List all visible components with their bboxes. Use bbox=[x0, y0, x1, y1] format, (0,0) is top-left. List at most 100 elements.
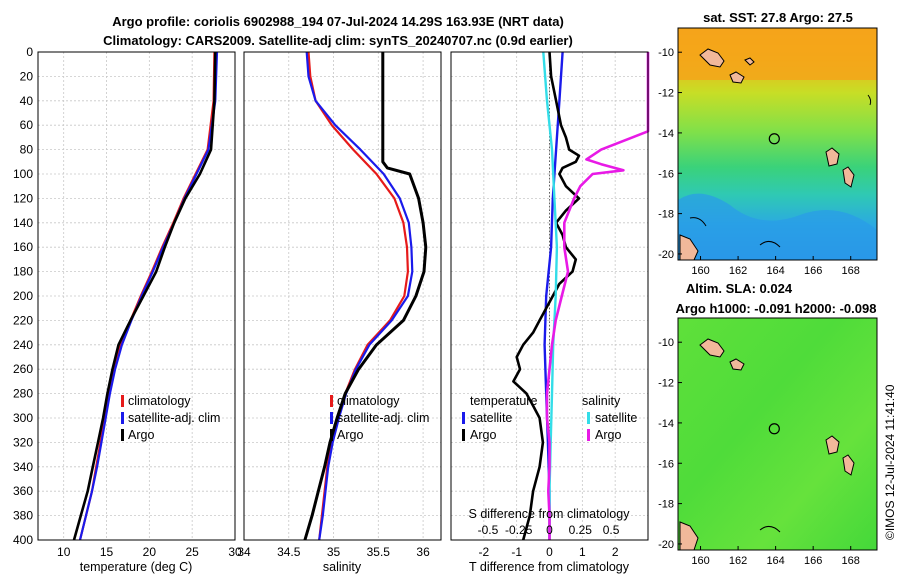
difference-legend: temperature satellite Argo salinity sate… bbox=[462, 394, 637, 442]
figure-title-line1: Argo profile: coriolis 6902988_194 07-Ju… bbox=[112, 14, 564, 29]
sst-map-field bbox=[678, 28, 877, 260]
series-argo-line bbox=[72, 51, 217, 541]
salinity-legend: climatology satellite-adj. clim Argo bbox=[330, 394, 429, 442]
legend-argo: Argo bbox=[128, 428, 154, 442]
x-tick-label: 34 bbox=[237, 545, 251, 559]
lat-tick-label: -20 bbox=[658, 539, 674, 551]
legend-climatology: climatology bbox=[128, 394, 191, 408]
depth-tick-label: 240 bbox=[13, 338, 33, 352]
x-tick-label: 30 bbox=[228, 545, 242, 559]
depth-tick-label: 120 bbox=[13, 191, 33, 205]
s-tick-label: 0.5 bbox=[603, 523, 620, 537]
lon-tick-label: 166 bbox=[804, 265, 822, 277]
x-tick-label: 35 bbox=[327, 545, 341, 559]
depth-tick-label: 340 bbox=[13, 460, 33, 474]
lat-tick-label: -14 bbox=[658, 418, 674, 430]
depth-tick-label: 20 bbox=[20, 69, 34, 83]
x-tick-label: 10 bbox=[57, 545, 71, 559]
lon-tick-label: 162 bbox=[729, 265, 747, 277]
temperature-legend: climatology satellite-adj. clim Argo bbox=[121, 394, 220, 442]
legend-swatch-argo bbox=[121, 429, 124, 441]
depth-tick-label: 80 bbox=[20, 143, 34, 157]
legend-swatch-t-argo bbox=[462, 429, 465, 441]
legend-swatch-climatology bbox=[330, 395, 333, 407]
sla-map-title-line2: Argo h1000: -0.091 h2000: -0.098 bbox=[676, 301, 877, 316]
lon-tick-label: 164 bbox=[766, 265, 784, 277]
lat-tick-label: -16 bbox=[658, 168, 674, 180]
depth-tick-label: 400 bbox=[13, 533, 33, 547]
depth-tick-label: 180 bbox=[13, 265, 33, 279]
lon-tick-label: 164 bbox=[766, 555, 784, 567]
depth-tick-label: 320 bbox=[13, 435, 33, 449]
x-tick-label: 15 bbox=[100, 545, 114, 559]
lat-tick-label: -12 bbox=[658, 88, 674, 100]
t-difference-axis-label: T difference from climatology bbox=[469, 560, 630, 574]
lat-tick-label: -14 bbox=[658, 128, 674, 140]
sst-map-panel: sat. SST: 27.8 Argo: 27.5 160 162 164 166 16… bbox=[658, 10, 878, 277]
temperature-axis-label: temperature (deg C) bbox=[80, 560, 193, 574]
salinity-panel: 34 34.5 35 35.5 36 salinity climatology sate… bbox=[237, 51, 442, 574]
x-tick-label: -2 bbox=[478, 545, 489, 559]
legend-swatch-argo bbox=[330, 429, 333, 441]
depth-tick-label: 60 bbox=[20, 118, 34, 132]
lon-tick-label: 162 bbox=[729, 555, 747, 567]
legend-swatch-climatology bbox=[121, 395, 124, 407]
depth-tick-label: 280 bbox=[13, 387, 33, 401]
legend-swatch-s-argo bbox=[587, 429, 590, 441]
sst-map-title: sat. SST: 27.8 Argo: 27.5 bbox=[703, 10, 853, 25]
lon-tick-label: 168 bbox=[842, 265, 860, 277]
legend-swatch-t-satellite bbox=[462, 412, 465, 424]
x-tick-label: -1 bbox=[511, 545, 522, 559]
lat-tick-label: -16 bbox=[658, 458, 674, 470]
s-tick-label: -0.5 bbox=[478, 523, 499, 537]
legend-satellite-adj: satellite-adj. clim bbox=[128, 411, 220, 425]
legend-argo: Argo bbox=[337, 428, 363, 442]
lon-tick-label: 160 bbox=[691, 555, 709, 567]
depth-tick-label: 260 bbox=[13, 362, 33, 376]
lat-tick-label: -18 bbox=[658, 209, 674, 221]
lon-tick-label: 160 bbox=[691, 265, 709, 277]
s-tick-label: -0.25 bbox=[505, 523, 533, 537]
depth-tick-label: 140 bbox=[13, 216, 33, 230]
lon-tick-label: 166 bbox=[804, 555, 822, 567]
series-argo-line bbox=[303, 52, 428, 541]
x-tick-label: 35.5 bbox=[367, 545, 391, 559]
figure-title-line2: Climatology: CARS2009. Satellite-adj cli… bbox=[103, 33, 573, 48]
sla-map-title-line1: Altim. SLA: 0.024 bbox=[686, 281, 793, 296]
legend-s-argo: Argo bbox=[595, 428, 621, 442]
legend-t-satellite: satellite bbox=[470, 411, 512, 425]
series-temperature-argo-line bbox=[512, 51, 581, 541]
legend-satellite-adj: satellite-adj. clim bbox=[337, 411, 429, 425]
legend-temperature-heading: temperature bbox=[470, 394, 537, 408]
legend-t-argo: Argo bbox=[470, 428, 496, 442]
depth-tick-label: 220 bbox=[13, 313, 33, 327]
depth-tick-label: 0 bbox=[26, 45, 33, 59]
legend-s-satellite: satellite bbox=[595, 411, 637, 425]
legend-swatch-satellite bbox=[121, 412, 124, 424]
depth-tick-label: 40 bbox=[20, 94, 34, 108]
s-difference-axis-label: S difference from climatology bbox=[469, 507, 631, 521]
depth-tick-label: 160 bbox=[13, 240, 33, 254]
lat-tick-label: -12 bbox=[658, 378, 674, 390]
lat-tick-label: -20 bbox=[658, 249, 674, 261]
sla-map-field bbox=[678, 318, 877, 550]
temperature-panel: 10 15 20 25 30 0 20 40 60 80 100 120 140 160 180 200 22… bbox=[13, 45, 242, 574]
s-tick-label: 0 bbox=[546, 523, 553, 537]
depth-tick-label: 200 bbox=[13, 289, 33, 303]
x-tick-label: 0 bbox=[546, 545, 553, 559]
depth-tick-label: 380 bbox=[13, 509, 33, 523]
series-satellite-adj-clim-line bbox=[305, 51, 414, 541]
salinity-axis-label: salinity bbox=[323, 560, 362, 574]
legend-salinity-heading: salinity bbox=[582, 394, 621, 408]
argo-position-marker bbox=[768, 423, 780, 435]
lat-tick-label: -10 bbox=[658, 337, 674, 349]
sla-map-panel: Altim. SLA: 0.024 Argo h1000: -0.091 h20… bbox=[658, 281, 878, 567]
x-tick-label: 20 bbox=[143, 545, 157, 559]
lat-tick-label: -10 bbox=[658, 47, 674, 59]
legend-swatch-s-satellite bbox=[587, 412, 590, 424]
x-tick-label: 2 bbox=[612, 545, 619, 559]
x-tick-label: 36 bbox=[416, 545, 430, 559]
x-tick-label: 34.5 bbox=[277, 545, 301, 559]
lon-tick-label: 168 bbox=[842, 555, 860, 567]
